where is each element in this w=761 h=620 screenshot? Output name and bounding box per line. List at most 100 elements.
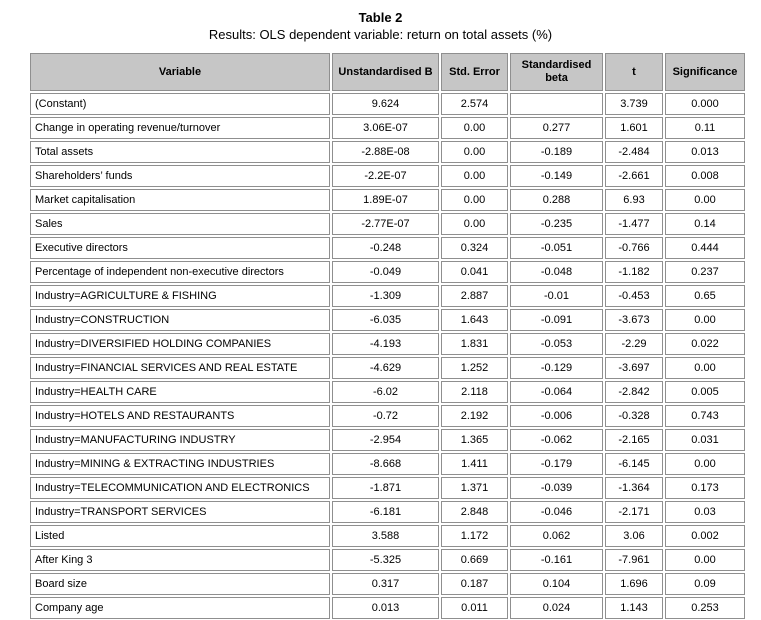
value-cell: 0.031 [665,429,745,451]
value-cell: -6.035 [332,309,439,331]
column-header-std-error: Std. Error [441,53,508,91]
value-cell: -0.189 [510,141,603,163]
variable-cell: Sales [30,213,330,235]
table-row: Industry=TRANSPORT SERVICES -6.181 2.848 -0… [30,501,745,523]
value-cell: -0.051 [510,237,603,259]
column-header-variable: Variable [30,53,330,91]
value-cell: -3.673 [605,309,663,331]
value-cell: 0.062 [510,525,603,547]
results-table: Variable Unstandardised B Std. Error Sta… [28,51,747,620]
variable-cell: Industry=DIVERSIFIED HOLDING COMPANIES [30,333,330,355]
value-cell: -0.062 [510,429,603,451]
value-cell: 0.005 [665,381,745,403]
table-row: Listed 3.588 1.172 0.062 3.06 0.002 [30,525,745,547]
value-cell: -2.88E-08 [332,141,439,163]
value-cell: -0.006 [510,405,603,427]
column-header-significance: Significance [665,53,745,91]
value-cell: 3.06E-07 [332,117,439,139]
variable-cell: Executive directors [30,237,330,259]
value-cell: 0.743 [665,405,745,427]
variable-cell: After King 3 [30,549,330,571]
value-cell: 0.288 [510,189,603,211]
value-cell: 1.601 [605,117,663,139]
table-row: Board size 0.317 0.187 0.104 1.696 0.09 [30,573,745,595]
value-cell: 0.00 [441,117,508,139]
value-cell: 1.371 [441,477,508,499]
value-cell: -2.165 [605,429,663,451]
value-cell: -6.02 [332,381,439,403]
variable-cell: (Constant) [30,93,330,115]
table-row: Industry=TELECOMMUNICATION AND ELECTRONI… [30,477,745,499]
table-row: Industry=CONSTRUCTION -6.035 1.643 -0.091 -3… [30,309,745,331]
variable-cell: Industry=HOTELS AND RESTAURANTS [30,405,330,427]
value-cell: -0.179 [510,453,603,475]
table-row: Shareholders’ funds -2.2E-07 0.00 -0.149 -2.… [30,165,745,187]
table-row: Industry=MANUFACTURING INDUSTRY -2.954 1.3… [30,429,745,451]
value-cell: -2.484 [605,141,663,163]
value-cell: 2.118 [441,381,508,403]
value-cell: -0.064 [510,381,603,403]
table-row: Total assets -2.88E-08 0.00 -0.189 -2.484 0.0… [30,141,745,163]
variable-cell: Industry=FINANCIAL SERVICES AND REAL EST… [30,357,330,379]
table-row: Sales -2.77E-07 0.00 -0.235 -1.477 0.14 [30,213,745,235]
variable-cell: Listed [30,525,330,547]
value-cell: 0.237 [665,261,745,283]
value-cell: -2.29 [605,333,663,355]
table-row: Market capitalisation 1.89E-07 0.00 0.288 6.… [30,189,745,211]
value-cell: -7.961 [605,549,663,571]
header-row: Variable Unstandardised B Std. Error Sta… [30,53,745,91]
value-cell: 0.65 [665,285,745,307]
value-cell: 0.00 [441,141,508,163]
value-cell: 0.00 [665,549,745,571]
value-cell: 0.11 [665,117,745,139]
table-row: (Constant) 9.624 2.574 3.739 0.000 [30,93,745,115]
variable-cell: Industry=CONSTRUCTION [30,309,330,331]
value-cell: 3.739 [605,93,663,115]
value-cell: 0.000 [665,93,745,115]
value-cell: 0.14 [665,213,745,235]
value-cell: -0.149 [510,165,603,187]
column-header-unstandardised-b: Unstandardised B [332,53,439,91]
table-row: Company age 0.013 0.011 0.024 1.143 0.253 [30,597,745,619]
value-cell: 0.104 [510,573,603,595]
value-cell: -0.048 [510,261,603,283]
value-cell: 1.696 [605,573,663,595]
value-cell: -4.193 [332,333,439,355]
value-cell: -0.046 [510,501,603,523]
value-cell: 1.643 [441,309,508,331]
table-row: Change in operating revenue/turnover 3.06… [30,117,745,139]
value-cell: 3.06 [605,525,663,547]
value-cell [510,93,603,115]
table-row: Industry=MINING & EXTRACTING INDUSTRIES -… [30,453,745,475]
table-row: Executive directors -0.248 0.324 -0.051 -0.7… [30,237,745,259]
value-cell: 0.00 [441,213,508,235]
value-cell: -1.871 [332,477,439,499]
table-row: Industry=FINANCIAL SERVICES AND REAL EST… [30,357,745,379]
value-cell: -1.309 [332,285,439,307]
variable-cell: Board size [30,573,330,595]
value-cell: -2.77E-07 [332,213,439,235]
value-cell: 1.143 [605,597,663,619]
variable-cell: Industry=TRANSPORT SERVICES [30,501,330,523]
value-cell: 0.173 [665,477,745,499]
value-cell: 2.848 [441,501,508,523]
value-cell: 0.00 [665,309,745,331]
value-cell: -0.039 [510,477,603,499]
variable-cell: Industry=AGRICULTURE & FISHING [30,285,330,307]
table-row: Industry=AGRICULTURE & FISHING -1.309 2.88… [30,285,745,307]
value-cell: 1.252 [441,357,508,379]
variable-cell: Percentage of independent non-executive … [30,261,330,283]
variable-cell: Change in operating revenue/turnover [30,117,330,139]
value-cell: 0.324 [441,237,508,259]
value-cell: 3.588 [332,525,439,547]
variable-cell: Company age [30,597,330,619]
value-cell: 0.041 [441,261,508,283]
value-cell: 0.002 [665,525,745,547]
value-cell: -2.171 [605,501,663,523]
table-row: Percentage of independent non-executive … [30,261,745,283]
value-cell: 0.022 [665,333,745,355]
table-row: Industry=HEALTH CARE -6.02 2.118 -0.064 -2.8… [30,381,745,403]
value-cell: -1.364 [605,477,663,499]
value-cell: 0.277 [510,117,603,139]
table-subtitle: Results: OLS dependent variable: return … [208,27,553,42]
